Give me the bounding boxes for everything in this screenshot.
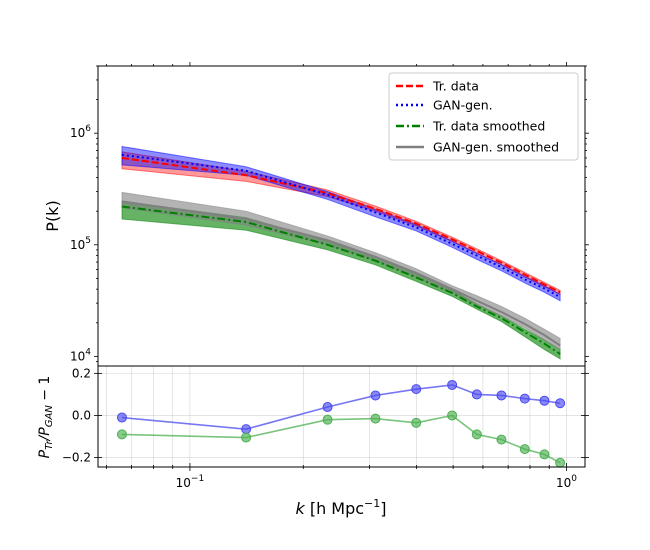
ratio-point-tr-data-smoothed: [241, 432, 252, 443]
bottom-ylabel: PTr/PGAN − 1: [37, 376, 55, 459]
legend-label-tr-data: Tr. data: [432, 79, 479, 94]
bottom-xtick-label: 10−1: [176, 474, 205, 490]
band-gan-gen-smoothed: [121, 191, 561, 351]
line-gan-gen-smoothed: [121, 200, 561, 347]
top-ytick-label: 106: [70, 124, 91, 140]
xlabel-k: k: [295, 499, 305, 518]
ratio-point-tr-data-smoothed: [519, 444, 530, 455]
legend-label-tr-data-smoothed: Tr. data smoothed: [432, 119, 545, 134]
legend-label-gan-gen-smoothed: GAN-gen. smoothed: [433, 140, 559, 155]
ratio-point-tr-data-smoothed: [555, 457, 566, 468]
legend-label-gan-gen: GAN-gen.: [433, 98, 493, 113]
ratio-point-gan-gen: [447, 379, 458, 390]
xlabel-exp: −1: [364, 497, 380, 510]
ratio-point-gan-gen: [241, 424, 252, 435]
ratio-point-gan-gen: [370, 390, 381, 401]
ratio-line-gan-gen: [121, 384, 561, 430]
legend: Tr. data GAN-gen. Tr. data smoothed GAN-…: [388, 72, 579, 161]
ratio-point-tr-data-smoothed: [411, 417, 422, 428]
bottom-ytick-label: −0.2: [62, 451, 91, 465]
ratio-point-gan-gen: [322, 402, 333, 413]
legend-box: [388, 72, 579, 161]
ratio-point-tr-data-smoothed: [539, 449, 550, 460]
bottom-panel: 0.2 0.0 −0.2 10−1 100 PTr/PGAN − 1 k [h Mpc…: [37, 365, 589, 518]
ratio-point-tr-data-smoothed: [471, 429, 482, 440]
band-tr-data-smoothed: [121, 200, 561, 360]
bottom-ytick-label: 0.0: [72, 408, 91, 422]
ratio-point-gan-gen: [496, 390, 507, 401]
line-gan-gen: [121, 153, 561, 298]
ratio-point-gan-gen: [411, 384, 422, 395]
ratio-point-tr-data-smoothed: [116, 429, 127, 440]
xlabel-unit: [h Mpc: [305, 499, 364, 518]
ratio-point-tr-data-smoothed: [322, 414, 333, 425]
top-ytick-label: 105: [70, 236, 91, 252]
bottom-xtick-label: 100: [556, 474, 577, 490]
ratio-point-gan-gen: [539, 395, 550, 406]
bottom-ylabel-sub1: Tr: [44, 440, 55, 450]
band-gan-gen: [121, 145, 561, 302]
ratio-line-tr-data-smoothed: [121, 414, 561, 464]
bottom-ylabel-sub2: GAN: [44, 405, 55, 428]
ratio-point-gan-gen: [116, 412, 127, 423]
xlabel-close: ]: [380, 499, 386, 518]
line-tr-data-smoothed: [121, 205, 561, 355]
ratio-point-tr-data-smoothed: [447, 410, 458, 421]
ratio-point-gan-gen: [471, 389, 482, 400]
bottom-xlabel: k [h Mpc−1]: [295, 497, 386, 518]
bottom-ylabel-tail: − 1: [37, 376, 53, 406]
bottom-axes-frame: [97, 365, 586, 468]
ratio-point-tr-data-smoothed: [370, 413, 381, 424]
bottom-ytick-label: 0.2: [72, 366, 91, 380]
ratio-point-gan-gen: [555, 398, 566, 409]
bottom-ylabel-mid: /P: [37, 427, 53, 443]
top-panel: 104 105 106 P(k) Tr. data GAN-gen. Tr. dat…: [43, 62, 589, 367]
top-ytick-label: 104: [70, 347, 91, 363]
ratio-point-tr-data-smoothed: [496, 434, 507, 445]
bottom-ylabel-p1: P: [37, 449, 53, 458]
top-ylabel: P(k): [43, 200, 62, 231]
ratio-point-gan-gen: [519, 393, 530, 404]
